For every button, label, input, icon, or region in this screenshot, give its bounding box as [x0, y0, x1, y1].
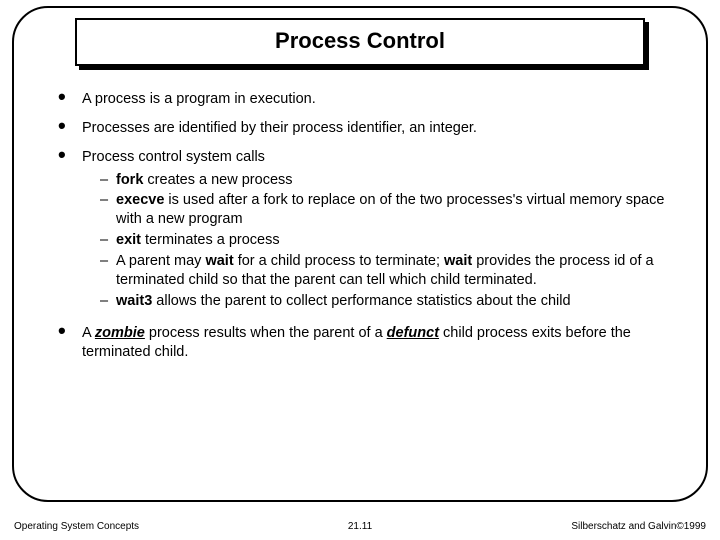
dash-icon: – — [100, 292, 116, 311]
dash-icon: – — [100, 171, 116, 190]
bullet-text: Processes are identified by their proces… — [82, 119, 668, 138]
sub-rest: terminates a process — [141, 232, 280, 248]
sub-item: – wait3 allows the parent to collect per… — [100, 292, 668, 311]
sub-text: fork creates a new process — [116, 171, 668, 190]
sub-text: execve is used after a fork to replace o… — [116, 191, 668, 229]
sub-part: for a child process to terminate; — [234, 253, 444, 269]
bullet-item: • Processes are identified by their proc… — [58, 119, 668, 138]
sub-item: – exit terminates a process — [100, 231, 668, 250]
sub-rest: is used after a fork to replace on of th… — [116, 192, 664, 227]
dash-icon: – — [100, 231, 116, 250]
slide-content: • A process is a program in execution. •… — [58, 90, 668, 372]
keyword: exit — [116, 232, 141, 248]
bullet-item: • Process control system calls – fork cr… — [58, 148, 668, 313]
keyword: fork — [116, 172, 143, 188]
sub-text: A parent may wait for a child process to… — [116, 252, 668, 290]
footer-right: Silberschatz and Galvin©1999 — [571, 521, 706, 532]
footer-left: Operating System Concepts — [14, 521, 139, 532]
dash-icon: – — [100, 191, 116, 229]
sub-rest: allows the parent to collect performance… — [152, 293, 570, 309]
slide-title: Process Control — [77, 28, 643, 54]
bullet-icon: • — [58, 119, 82, 138]
sub-item: – fork creates a new process — [100, 171, 668, 190]
footer: Operating System Concepts 21.11 Silbersc… — [14, 521, 706, 532]
bullet-text: A zombie process results when the parent… — [82, 324, 668, 362]
bullet-lead: Process control system calls — [82, 149, 265, 165]
bullet-text: A process is a program in execution. — [82, 90, 668, 109]
keyword: wait3 — [116, 293, 152, 309]
dash-icon: – — [100, 252, 116, 290]
bullet-icon: • — [58, 324, 82, 362]
keyword: execve — [116, 192, 164, 208]
keyword: zombie — [95, 325, 145, 341]
bullet-item: • A zombie process results when the pare… — [58, 324, 668, 362]
footer-center: 21.11 — [348, 521, 372, 532]
sub-text: wait3 allows the parent to collect perfo… — [116, 292, 668, 311]
sub-item: – execve is used after a fork to replace… — [100, 191, 668, 229]
sub-part: A parent may — [116, 253, 205, 269]
bullet-item: • A process is a program in execution. — [58, 90, 668, 109]
bullet-part: A — [82, 325, 95, 341]
bullet-icon: • — [58, 90, 82, 109]
keyword: wait — [444, 253, 472, 269]
sub-rest: creates a new process — [143, 172, 292, 188]
sub-text: exit terminates a process — [116, 231, 668, 250]
bullet-part: process results when the parent of a — [145, 325, 387, 341]
sub-item: – A parent may wait for a child process … — [100, 252, 668, 290]
title-box: Process Control — [75, 18, 645, 66]
keyword: defunct — [387, 325, 439, 341]
sub-list: – fork creates a new process – execve is… — [100, 171, 668, 311]
bullet-text: Process control system calls – fork crea… — [82, 148, 668, 313]
keyword: wait — [205, 253, 233, 269]
bullet-icon: • — [58, 148, 82, 313]
